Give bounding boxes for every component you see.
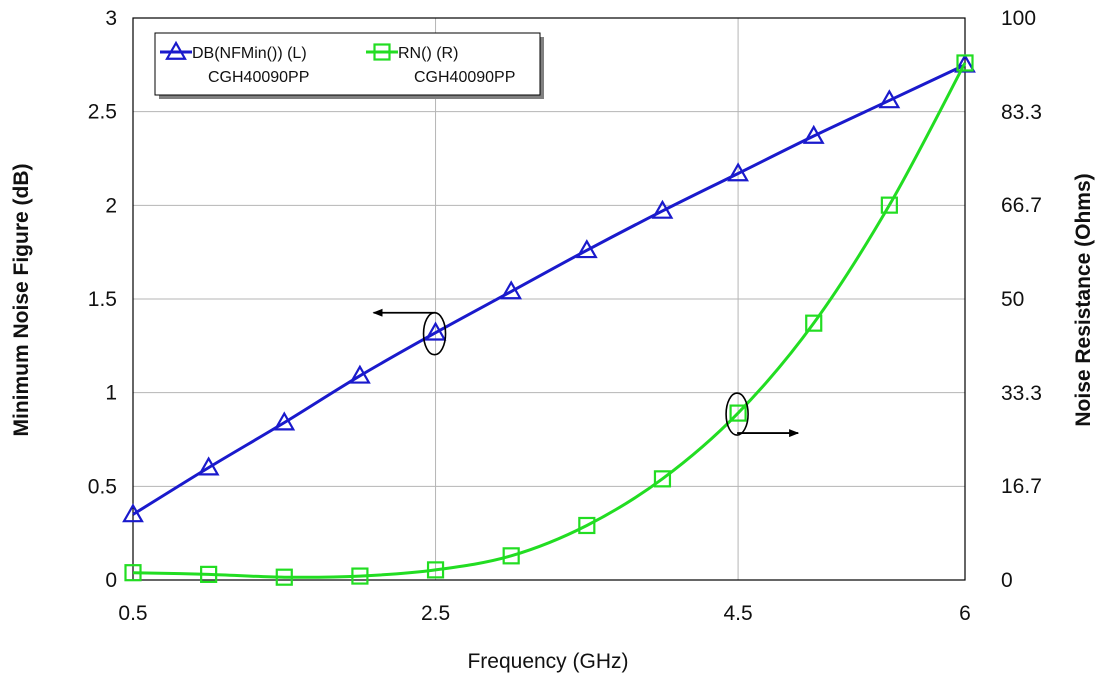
- legend-square-marker: [373, 43, 391, 61]
- triangle-marker: [575, 239, 598, 259]
- right-tick-label: 0: [1001, 569, 1013, 592]
- triangle-marker: [197, 456, 220, 476]
- left-axis-title: Minimum Noise Figure (dB): [10, 164, 33, 437]
- x-tick-label: 4.5: [723, 602, 752, 625]
- left-tick-label: 0: [105, 569, 117, 592]
- legend-triangle-marker: [165, 40, 187, 60]
- grid: [132, 17, 966, 581]
- square-marker: [502, 547, 520, 565]
- legend-item-0: DB(NFMin()) (L) CGH40090PP: [160, 40, 309, 86]
- left-tick-label: 1: [105, 382, 117, 405]
- plot-frame: [132, 17, 966, 581]
- series-line-1: [132, 62, 967, 579]
- annotations: [372, 308, 800, 438]
- annotation-ellipse: [725, 392, 749, 436]
- square-marker: [956, 54, 974, 72]
- square-marker: [351, 567, 369, 585]
- triangle-marker: [424, 321, 447, 341]
- x-tick-label: 2.5: [421, 602, 450, 625]
- square-marker: [729, 404, 747, 422]
- left-tick-label: 0.5: [88, 475, 117, 498]
- x-tick-label: 6: [959, 602, 971, 625]
- right-tick-label: 100: [1001, 7, 1036, 30]
- x-tick-label: 0.5: [118, 602, 147, 625]
- triangle-marker: [651, 199, 674, 219]
- triangle-marker: [349, 364, 371, 384]
- right-tick-label: 83.3: [1001, 101, 1042, 124]
- right-tick-label: 66.7: [1001, 194, 1042, 217]
- x-axis-ticks: 0.5 2.5 4.5 6: [118, 602, 970, 625]
- legend: DB(NFMin()) (L) CGH40090PP RN() (R) CGH4009…: [154, 32, 544, 99]
- right-axis-ticks: 0 16.7 33.3 50 66.7 83.3 100: [1001, 7, 1042, 592]
- triangle-marker: [878, 89, 901, 109]
- left-tick-label: 2: [105, 194, 117, 217]
- right-tick-label: 16.7: [1001, 475, 1042, 498]
- square-marker: [124, 564, 142, 582]
- square-marker: [805, 314, 823, 332]
- legend-series-subname: CGH40090PP: [208, 69, 309, 86]
- right-tick-label: 33.3: [1001, 382, 1042, 405]
- legend-item-1: RN() (R) CGH40090PP: [366, 43, 515, 86]
- triangle-marker: [802, 124, 825, 144]
- left-tick-label: 2.5: [88, 101, 117, 124]
- series-layer: [122, 53, 976, 586]
- right-tick-label: 50: [1001, 288, 1024, 311]
- square-marker: [653, 470, 672, 488]
- right-axis-title: Noise Resistance (Ohms): [1072, 173, 1095, 426]
- square-marker: [880, 196, 898, 214]
- triangle-marker: [122, 503, 144, 523]
- series-line-0: [132, 63, 966, 516]
- x-axis-title: Frequency (GHz): [467, 650, 628, 673]
- triangle-marker: [500, 280, 523, 300]
- left-axis-ticks: 0 0.5 1 1.5 2 2.5 3: [88, 7, 117, 592]
- left-tick-label: 3: [105, 7, 117, 30]
- legend-series-name: RN() (R): [398, 45, 458, 62]
- triangle-marker: [727, 162, 749, 182]
- triangle-marker: [273, 411, 296, 431]
- series-0: [122, 53, 976, 523]
- square-marker: [578, 516, 596, 535]
- triangle-marker: [954, 53, 976, 73]
- series-1: [124, 54, 974, 586]
- legend-series-name: DB(NFMin()) (L): [192, 45, 307, 62]
- square-marker: [275, 568, 293, 586]
- legend-series-subname: CGH40090PP: [414, 69, 515, 86]
- square-marker: [200, 565, 218, 583]
- left-tick-label: 1.5: [88, 288, 117, 311]
- legend-box: [154, 32, 541, 96]
- square-marker: [426, 561, 445, 579]
